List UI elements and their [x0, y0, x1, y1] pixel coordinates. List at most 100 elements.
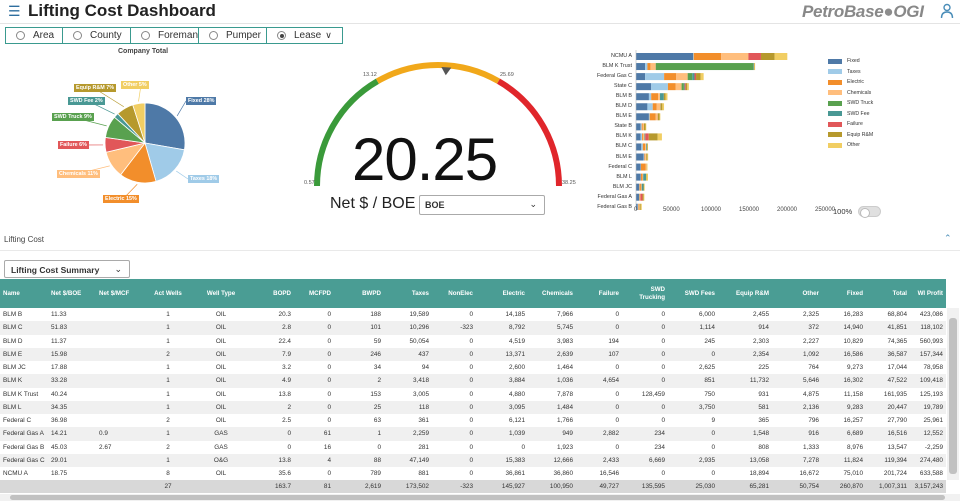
bar-segment[interactable] — [647, 143, 648, 151]
column-header[interactable]: Electric — [476, 279, 528, 308]
column-header[interactable]: SWD Trucking — [622, 279, 668, 308]
bar-segment[interactable] — [646, 163, 648, 171]
column-header[interactable]: Fixed — [822, 279, 866, 308]
bar-segment[interactable] — [651, 83, 668, 91]
bar-segment[interactable] — [644, 183, 645, 191]
column-header[interactable]: Name — [0, 279, 48, 308]
legend-item[interactable]: Chemicals — [828, 88, 873, 99]
bar-segment[interactable] — [639, 193, 641, 201]
bar-segment[interactable] — [641, 123, 643, 131]
bar-segment[interactable] — [676, 73, 688, 81]
bar-segment[interactable] — [641, 183, 644, 191]
bar-segment[interactable] — [636, 53, 693, 60]
column-header[interactable]: Taxes — [384, 279, 432, 308]
bar-segment[interactable] — [664, 73, 677, 81]
bar-segment[interactable] — [662, 103, 665, 111]
bar-segment[interactable] — [646, 143, 648, 151]
bar-segment[interactable] — [643, 193, 645, 201]
table-horizontal-scroll-thumb[interactable] — [10, 495, 945, 500]
column-header[interactable]: BWPD — [334, 279, 384, 308]
bar-segment[interactable] — [693, 53, 694, 60]
column-header[interactable]: NonElec — [432, 279, 476, 308]
table-row[interactable]: BLM JC 17.88 1 OIL 3.2 0 34 94 0 2,600 1,464 0 0 2,62… — [0, 361, 946, 374]
bar-segment[interactable] — [753, 63, 755, 71]
bar-segment[interactable] — [687, 83, 689, 91]
table-row[interactable]: Federal Gas C 29.01 1 O&G 13.8 4 88 47,149 0 15,3… — [0, 453, 946, 467]
bar-segment[interactable] — [636, 113, 649, 121]
bar-segment[interactable] — [640, 203, 642, 210]
bar-segment[interactable] — [721, 53, 749, 60]
bar-segment[interactable] — [645, 163, 647, 171]
collapse-chevron-icon[interactable]: ⌃ — [944, 233, 952, 243]
bar-segment[interactable] — [636, 183, 640, 191]
column-header[interactable]: MCFPD — [294, 279, 334, 308]
bar-segment[interactable] — [637, 203, 639, 210]
bar-segment[interactable] — [648, 93, 652, 101]
bar-segment[interactable] — [660, 93, 664, 101]
bar-segment[interactable] — [645, 73, 665, 81]
radio-icon[interactable] — [277, 31, 286, 40]
bar-segment[interactable] — [648, 133, 658, 141]
table-row[interactable]: BLM B 11.33 1 OIL 20.3 0 188 19,589 0 14,185 7,966… — [0, 308, 946, 321]
bar-segment[interactable] — [645, 123, 647, 131]
column-header[interactable]: Net $/BOE — [48, 279, 96, 308]
bar-segment[interactable] — [650, 63, 656, 71]
bar-segment[interactable] — [640, 193, 643, 201]
bar-segment[interactable] — [692, 73, 695, 81]
bar-segment[interactable] — [658, 93, 661, 101]
table-row[interactable]: BLM K 33.28 1 OIL 4.9 0 2 3,418 0 3,884 1,036 4,654… — [0, 374, 946, 388]
bar-segment[interactable] — [646, 153, 648, 161]
bar-segment[interactable] — [646, 173, 649, 181]
table-row[interactable]: Federal Gas B 45.03 2.67 2 GAS 0 16 0 281 0 0 1,923… — [0, 441, 946, 454]
bar-segment[interactable] — [647, 153, 649, 161]
bar-segment[interactable] — [645, 63, 648, 71]
column-header[interactable]: Chemicals — [528, 279, 576, 308]
bar-segment[interactable] — [675, 83, 682, 91]
bar-segment[interactable] — [641, 143, 643, 151]
bar-segment[interactable] — [644, 153, 646, 161]
bar-segment[interactable] — [639, 203, 641, 210]
bar-segment[interactable] — [687, 73, 693, 81]
bar-segment[interactable] — [638, 203, 640, 210]
bar-segment[interactable] — [655, 63, 754, 71]
filter-option-county[interactable]: County — [63, 28, 131, 43]
bar-segment[interactable] — [636, 133, 641, 141]
bar-segment[interactable] — [636, 103, 648, 111]
bar-segment[interactable] — [657, 113, 660, 121]
bar-segment[interactable] — [655, 113, 658, 121]
column-header[interactable]: SWD Fees — [668, 279, 718, 308]
table-row[interactable]: BLM C 51.83 1 OIL 2.8 0 101 10,296 -323 8,792 5,74… — [0, 321, 946, 335]
bar-segment[interactable] — [640, 123, 642, 131]
bar-segment[interactable] — [642, 133, 645, 141]
bar-segment[interactable] — [647, 103, 653, 111]
bar-segment[interactable] — [685, 83, 688, 91]
bar-segment[interactable] — [642, 193, 644, 201]
bar-segment[interactable] — [636, 143, 642, 151]
radio-icon[interactable] — [16, 31, 25, 40]
bar-segment[interactable] — [645, 143, 647, 151]
bar-segment[interactable] — [694, 73, 697, 81]
hamburger-menu-icon[interactable]: ☰ — [8, 3, 21, 19]
bar-segment[interactable] — [636, 193, 640, 201]
bar-segment[interactable] — [649, 113, 656, 121]
bar-segment[interactable] — [640, 133, 643, 141]
bar-segment[interactable] — [642, 173, 644, 181]
bar-segment[interactable] — [659, 113, 661, 121]
bar-segment[interactable] — [636, 163, 641, 171]
legend-item[interactable]: SWD Truck — [828, 98, 873, 109]
bar-segment[interactable] — [760, 53, 775, 60]
table-row[interactable]: BLM D 11.37 1 OIL 22.4 0 59 50,054 0 4,519 3,983 19… — [0, 335, 946, 348]
bar-segment[interactable] — [696, 73, 701, 81]
bar-segment[interactable] — [657, 133, 662, 141]
bar-segment[interactable] — [667, 83, 676, 91]
table-row[interactable]: Federal C 36.98 2 OIL 2.5 0 63 361 0 6,121 1,766 0 0… — [0, 414, 946, 427]
column-header[interactable]: Equip R&M — [718, 279, 772, 308]
summary-select[interactable]: Lifting Cost Summary ⌄ — [4, 260, 130, 278]
bar-segment[interactable] — [754, 63, 756, 71]
radio-icon[interactable] — [141, 31, 150, 40]
bar-segment[interactable] — [642, 133, 643, 141]
bar-segment[interactable] — [684, 83, 686, 91]
bar-segment[interactable] — [647, 63, 651, 71]
legend-item[interactable]: Other — [828, 140, 873, 151]
bar-segment[interactable] — [636, 83, 652, 91]
